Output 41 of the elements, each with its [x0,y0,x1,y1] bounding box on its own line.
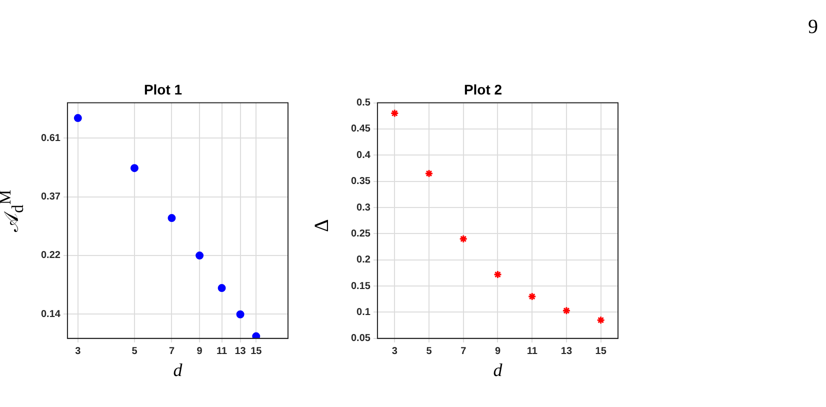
y-tick-label: 0.22 [40,250,61,262]
y-tick-label: 0.61 [40,132,61,144]
y-tick-label: 0.05 [350,333,371,344]
x-tick-label: 5 [132,346,138,358]
x-tick-label: 9 [196,346,203,358]
point [528,292,536,301]
x-tick-label: 5 [426,346,432,358]
chart-title: Plot 1 [144,81,182,98]
x-tick-label: 11 [216,346,228,358]
y-tick-label: 0.35 [350,176,371,188]
y-tick-label: 0.1 [356,306,371,318]
x-tick-label: 13 [234,346,246,358]
y-tick-label: 0.45 [350,124,371,135]
point [562,306,571,315]
y-tick-label: 0.3 [356,202,371,214]
x-tick-label: 13 [560,346,572,358]
y-tick-label: 0.14 [40,308,61,320]
y-tick-label: 0.2 [356,254,371,266]
x-axis-title: d [493,360,504,380]
x-tick-label: 9 [494,346,501,358]
y-axis-title: Δ [311,219,333,232]
text: 9 [808,16,818,39]
chart-title: Plot 2 [464,81,502,98]
y-tick-label: 0.4 [356,150,371,161]
x-tick-label: 7 [460,346,467,358]
point [493,270,502,279]
point [596,316,606,324]
point [459,234,468,244]
y-tick-label: 0.25 [350,228,371,240]
x-tick-label: 15 [250,346,262,358]
x-tick-label: 11 [526,346,538,358]
point [424,169,434,178]
y-tick-label: 0.37 [40,192,61,203]
x-tick-label: 3 [75,346,82,358]
y-tick-label: 0.15 [350,280,371,292]
x-tick-label: 15 [595,346,607,358]
point [390,109,399,118]
y-tick-label: 0.5 [356,98,371,109]
x-tick-label: 3 [392,346,398,358]
x-tick-label: 7 [168,346,175,358]
x-axis-title: d [173,360,184,380]
